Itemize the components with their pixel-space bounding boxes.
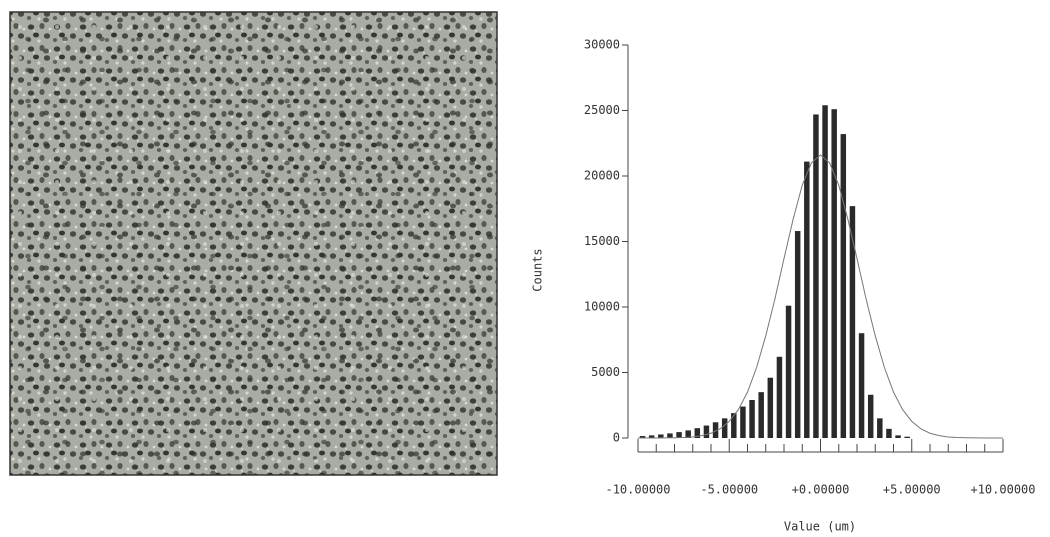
y-tick-label: 30000 bbox=[584, 38, 620, 52]
bar bbox=[639, 436, 646, 438]
y-tick-label: 15000 bbox=[584, 234, 620, 248]
bar bbox=[676, 432, 682, 438]
x-tick-label: -5.00000 bbox=[700, 483, 758, 497]
micrograph bbox=[9, 11, 498, 476]
bar bbox=[794, 231, 801, 438]
bar bbox=[849, 206, 856, 438]
bar bbox=[858, 333, 865, 438]
bar bbox=[731, 413, 737, 438]
bar bbox=[694, 428, 701, 438]
y-tick-label: 25000 bbox=[584, 103, 620, 117]
bar bbox=[886, 428, 892, 438]
x-tick-label: +10.00000 bbox=[970, 483, 1035, 497]
bar bbox=[877, 418, 883, 438]
bar bbox=[904, 436, 910, 438]
histogram: Counts Value (um) 0 5000 10000 15000 20000 25… bbox=[531, 38, 1036, 534]
bar bbox=[867, 394, 874, 438]
y-tick-label: 10000 bbox=[584, 300, 620, 314]
x-tick-label: +5.00000 bbox=[883, 483, 941, 497]
x-axis-label: Value (um) bbox=[784, 520, 856, 534]
fit-curve bbox=[637, 154, 1004, 439]
y-tick-label: 0 bbox=[613, 431, 620, 445]
y-axis-label: Counts bbox=[531, 248, 545, 291]
bar bbox=[712, 422, 719, 438]
bar bbox=[749, 400, 755, 438]
bar bbox=[685, 430, 691, 438]
bar bbox=[758, 392, 764, 438]
bar bbox=[831, 109, 837, 438]
y-tick-label: 20000 bbox=[584, 169, 620, 183]
bar bbox=[721, 418, 728, 438]
bar bbox=[648, 435, 655, 438]
bar bbox=[740, 406, 746, 438]
micrograph-overlay bbox=[10, 12, 497, 475]
x-tick-label: +0.00000 bbox=[792, 483, 850, 497]
bar bbox=[813, 114, 819, 439]
y-tick-label: 5000 bbox=[591, 365, 620, 379]
bar bbox=[822, 105, 828, 438]
bar bbox=[840, 134, 847, 438]
x-tick-label: -10.00000 bbox=[605, 483, 670, 497]
bar bbox=[667, 433, 673, 438]
bar bbox=[804, 161, 810, 438]
micrograph-border bbox=[9, 11, 498, 476]
bar bbox=[895, 435, 901, 438]
bar bbox=[658, 434, 664, 438]
bar bbox=[703, 425, 710, 438]
bar bbox=[776, 356, 783, 438]
bar bbox=[767, 377, 774, 438]
bar bbox=[785, 305, 792, 438]
